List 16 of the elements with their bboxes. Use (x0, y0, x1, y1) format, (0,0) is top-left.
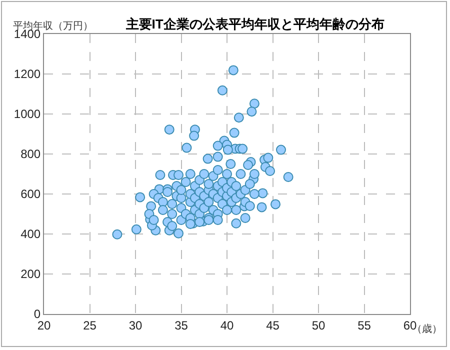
y-tick-label: 600 (20, 187, 41, 202)
x-tick-label: 60 (403, 318, 417, 332)
x-tick-label: 40 (220, 318, 234, 332)
x-tick-label: 45 (266, 318, 280, 332)
y-tick-label: 1000 (14, 107, 41, 122)
x-tick-label: 50 (312, 318, 326, 332)
y-tick-label: 1200 (14, 67, 41, 82)
y-tick-label: 200 (20, 267, 41, 282)
chart-title: 主要IT企業の公表平均年収と平均年齢の分布 (124, 16, 384, 32)
x-tick-label: 25 (83, 318, 97, 332)
x-tick-label: 30 (128, 318, 142, 332)
y-axis-title: 平均年収（万円） (13, 20, 93, 32)
y-tick-label: 400 (20, 227, 41, 242)
x-tick-label: 55 (358, 318, 372, 332)
y-tick-label: 800 (20, 147, 41, 162)
x-tick-label: 35 (174, 318, 188, 332)
